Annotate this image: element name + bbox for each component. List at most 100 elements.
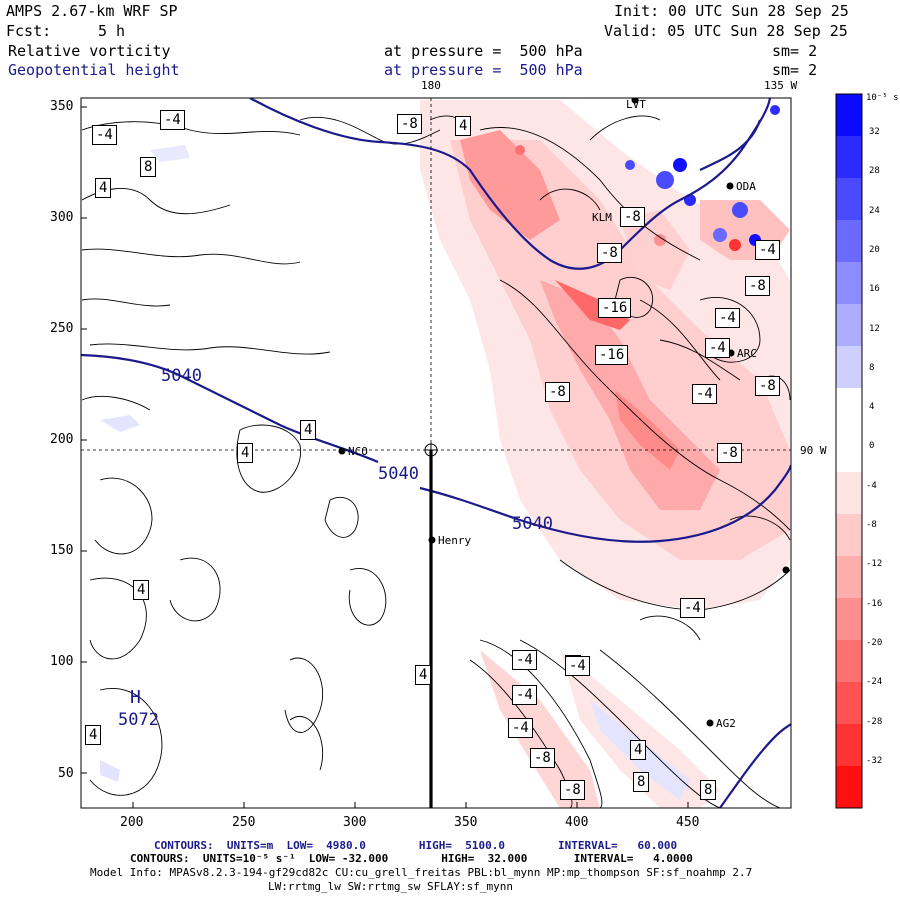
x-tick: 200	[120, 815, 144, 830]
station-label: KLM	[592, 211, 612, 224]
vorticity-contour-label: -4	[565, 656, 590, 676]
vorticity-contour-label: -8	[620, 207, 645, 227]
vorticity-contour-label: 4	[85, 725, 102, 745]
vorticity-contour-label: -4	[512, 650, 537, 670]
vorticity-contour-label: -4	[508, 718, 533, 738]
forecast-value: 5 h	[98, 22, 126, 40]
vorticity-contour-label: -4	[680, 598, 705, 618]
station-label: AG2	[716, 717, 736, 730]
vorticity-contour-label: -4	[705, 338, 730, 358]
height-contour-label: 5040	[512, 514, 553, 534]
model-title: AMPS 2.67-km WRF SP	[6, 2, 178, 20]
colorbar-label: -20	[866, 637, 883, 648]
x-tick: 400	[565, 815, 589, 830]
height-contours	[81, 98, 791, 808]
footer-physics: LW:rrtmg_lw SW:rrtmg_sw SFLAY:sf_mynn	[268, 880, 514, 893]
colorbar-label: 28	[869, 166, 880, 177]
colorbar-label: -8	[866, 520, 877, 530]
plot-frame	[80, 97, 792, 809]
vorticity-contour-label: -8	[745, 276, 770, 296]
colorbar-segment	[836, 94, 862, 137]
vorticity-contour-label: -8	[597, 243, 622, 263]
station-label: Henry	[438, 534, 472, 547]
vorticity-contour-label: 4	[415, 665, 432, 685]
colorbar-segment	[836, 598, 862, 641]
height-contour-label: 5040	[161, 366, 202, 386]
y-tick: 350	[50, 99, 74, 114]
footer-model-info: Model Info: MPASv8.2.3-194-gf29cd82c CU:…	[90, 866, 753, 879]
station-label: NCO	[348, 445, 368, 458]
field1-name: Relative vorticity	[8, 42, 171, 60]
colorbar-label: -4	[866, 480, 877, 491]
vorticity-contour-label: -8	[397, 114, 422, 134]
colorbar-label: -12	[866, 559, 883, 570]
vorticity-contour-label: -4	[715, 308, 740, 328]
colorbar-segment	[836, 262, 862, 305]
colorbar-label: 8	[869, 362, 875, 373]
colorbar-segment	[836, 514, 862, 557]
field2-smoothing: sm= 2	[772, 61, 818, 79]
vorticity-contour-label: 4	[630, 740, 647, 760]
vorticity-contour-label: -8	[530, 748, 555, 768]
colorbar-segment	[836, 640, 862, 683]
colorbar	[835, 93, 863, 809]
vorticity-contour-label: -4	[160, 110, 185, 130]
colorbar-label: 24	[869, 205, 880, 216]
forecast-label: Fcst:	[6, 22, 52, 40]
colorbar-label: 16	[869, 284, 880, 295]
footer-vorticity-contours: CONTOURS: UNITS=10⁻⁵ s⁻¹ LOW= -32.000 HI…	[130, 852, 693, 865]
vorticity-contour-label: 8	[700, 780, 717, 800]
y-tick: 150	[50, 543, 74, 558]
colorbar-segment	[836, 682, 862, 725]
vorticity-contour-label: -8	[545, 382, 570, 402]
vorticity-contour-label: 8	[633, 772, 650, 792]
init-time: Init: 00 UTC Sun 28 Sep 25	[614, 2, 849, 20]
field2-name: Geopotential height	[8, 61, 180, 79]
colorbar-segment	[836, 472, 862, 515]
colorbar-label: -32	[866, 755, 883, 766]
field1-smoothing: sm= 2	[772, 42, 818, 60]
colorbar-unit: 10⁻⁵ s⁻¹	[866, 93, 900, 103]
valid-time: Valid: 05 UTC Sun 28 Sep 25	[604, 22, 848, 40]
x-tick: 250	[232, 815, 256, 830]
high-center-value: 5072	[118, 710, 159, 730]
colorbar-label: 20	[869, 244, 880, 255]
vorticity-contour-label: -16	[598, 298, 632, 318]
colorbar-segment	[836, 178, 862, 221]
vorticity-contour-label: 8	[140, 157, 157, 177]
colorbar-label: -16	[866, 598, 883, 609]
colorbar-segment	[836, 388, 862, 431]
axis-ticks	[81, 106, 689, 808]
colorbar-label: 32	[869, 127, 880, 137]
station-label: ARC	[737, 347, 757, 360]
y-tick: 50	[58, 766, 74, 781]
vorticity-contour-label: 4	[95, 178, 112, 198]
colorbar-segment	[836, 766, 862, 809]
colorbar-label: -28	[866, 716, 883, 727]
field1-level: at pressure = 500 hPa	[384, 42, 583, 60]
colorbar-label: 12	[869, 323, 880, 334]
x-tick: 300	[343, 815, 367, 830]
vorticity-contour-label: -8	[717, 443, 742, 463]
high-center-letter: H	[130, 687, 141, 708]
y-tick: 250	[50, 321, 74, 336]
vorticity-contour-label: -8	[560, 780, 585, 800]
colorbar-segment	[836, 556, 862, 599]
vorticity-contour-label: 4	[300, 420, 317, 440]
footer-height-contours: CONTOURS: UNITS=m LOW= 4980.0 HIGH= 5100…	[154, 839, 678, 852]
lon-label-90w: 90 W	[800, 444, 827, 457]
x-tick: 350	[454, 815, 478, 830]
colorbar-segment	[836, 724, 862, 767]
colorbar-segment	[836, 220, 862, 263]
x-tick: 450	[676, 815, 700, 830]
vorticity-contour-label: -4	[512, 685, 537, 705]
y-tick: 200	[50, 432, 74, 447]
height-contour-label: 5040	[378, 464, 419, 484]
lon-label-180: 180	[421, 79, 441, 92]
vorticity-contour-label: -4	[692, 384, 717, 404]
colorbar-frame	[835, 93, 863, 809]
lon-label-135w: 135 W	[764, 79, 798, 92]
vorticity-contour-label: 4	[455, 116, 472, 136]
vorticity-contour-label: -8	[755, 376, 780, 396]
vorticity-contour-label: 4	[133, 580, 150, 600]
